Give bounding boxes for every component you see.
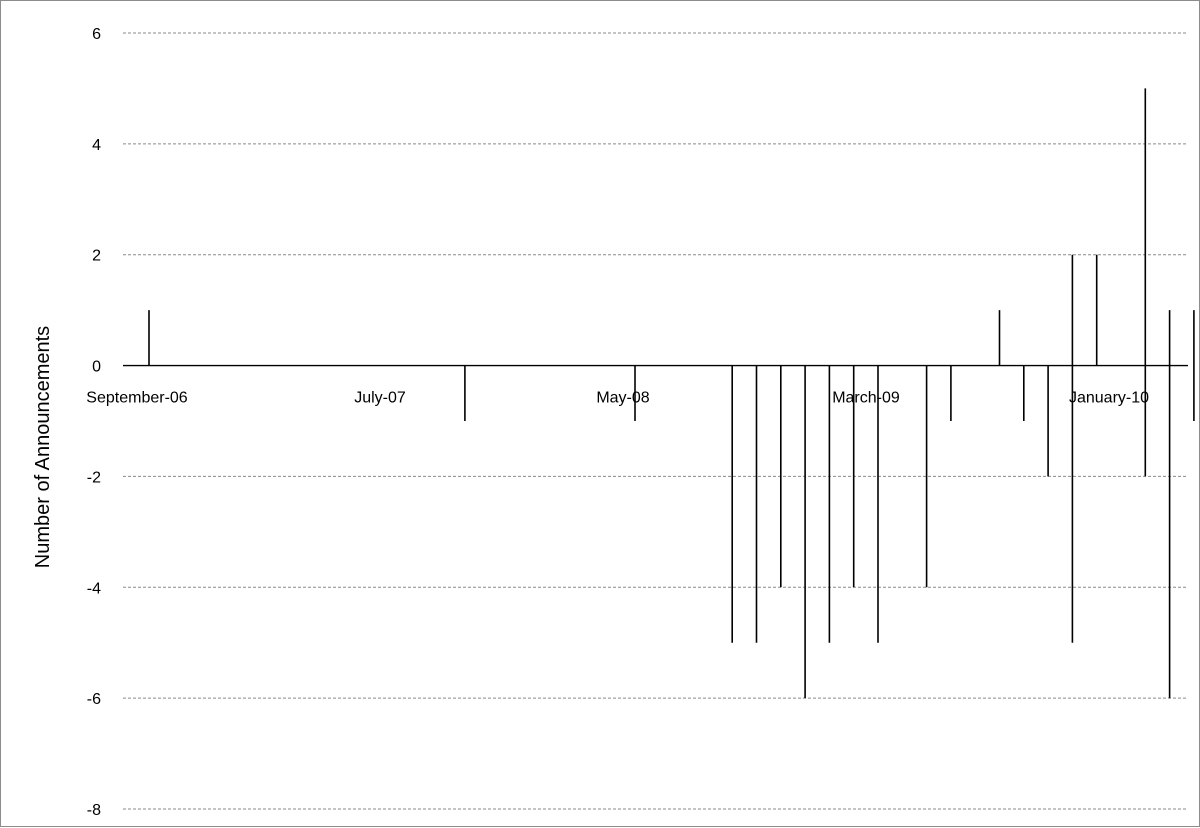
y-axis-title: Number of Announcements [32,326,54,568]
spike-series [148,88,1195,699]
y-tick-label: 4 [92,137,101,154]
x-tick-labels: September-06 July-07 May-08 March-09 January… [86,390,1149,407]
y-tick-label: -2 [87,469,101,486]
y-tick-label: 0 [92,359,101,376]
x-tick-label: January-10 [1069,390,1149,407]
gridlines [123,32,1188,810]
y-tick-label: -8 [87,802,101,819]
x-tick-label: March-09 [832,390,900,407]
y-tick-label: 2 [92,248,101,265]
x-tick-label: July-07 [354,390,406,407]
x-tick-label: September-06 [86,390,187,407]
y-tick-label: 6 [92,26,101,43]
y-tick-label: -4 [87,580,101,597]
y-tick-label: -6 [87,691,101,708]
x-tick-label: May-08 [596,390,649,407]
y-tick-labels: 6 4 2 0 -2 -4 -6 -8 [87,26,101,819]
